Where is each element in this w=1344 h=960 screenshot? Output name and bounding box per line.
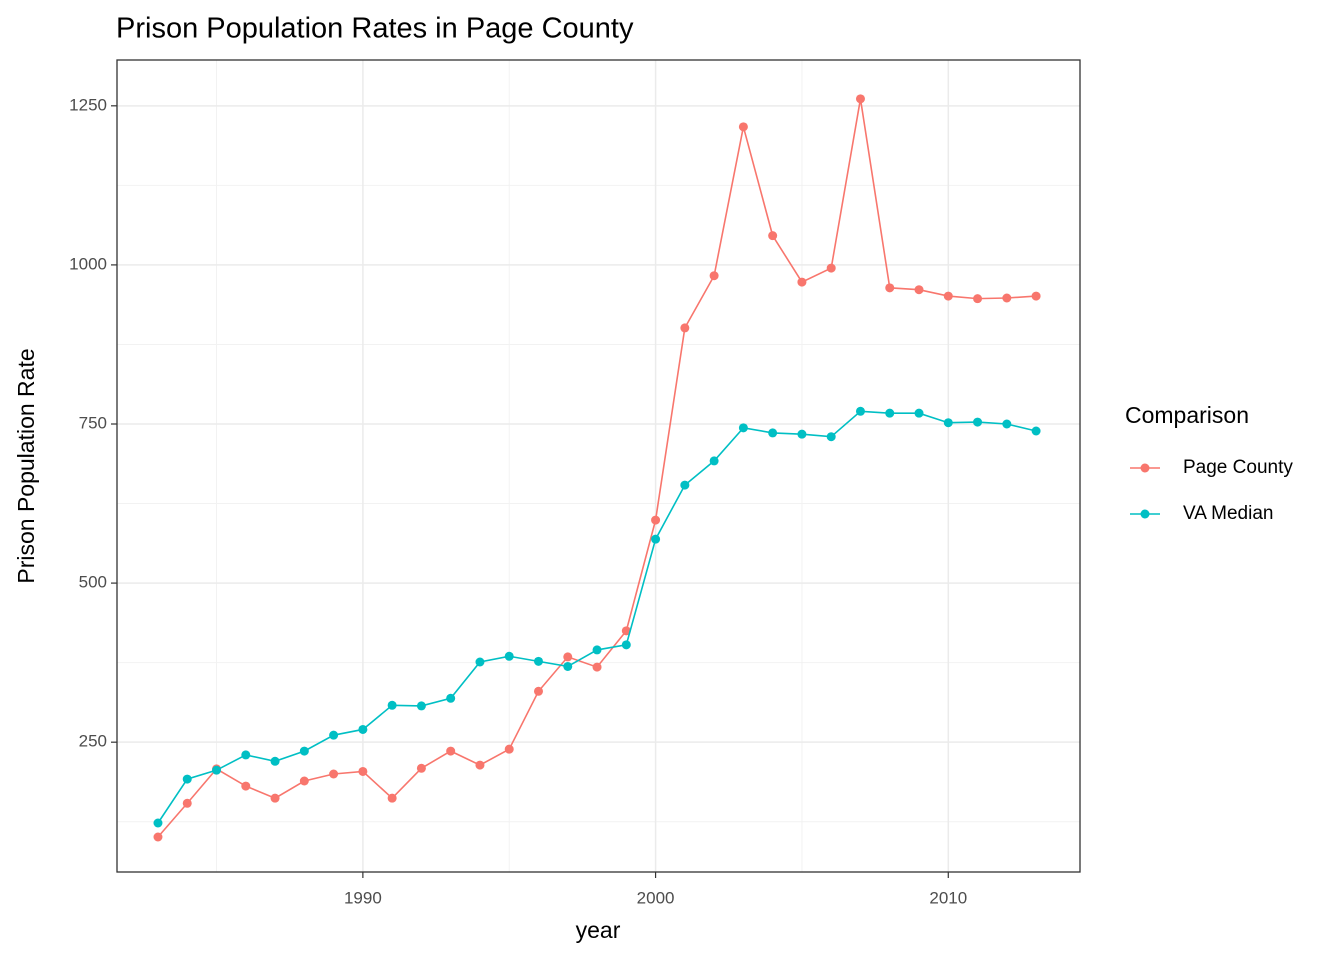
data-point [885, 283, 895, 293]
data-point [241, 781, 251, 791]
data-point [241, 750, 251, 760]
data-point [973, 417, 983, 427]
data-point [680, 323, 690, 333]
data-point [182, 774, 192, 784]
data-point [709, 456, 719, 466]
y-tick-label: 1250 [69, 95, 107, 114]
data-point [299, 776, 309, 786]
data-point [358, 766, 368, 776]
data-point [797, 429, 807, 439]
series-line [157, 98, 1037, 838]
data-point [299, 746, 309, 756]
data-point [592, 645, 602, 655]
data-point [1002, 293, 1012, 303]
data-point [1031, 291, 1041, 301]
data-point [651, 534, 661, 544]
data-point [387, 700, 397, 710]
data-point [504, 744, 514, 754]
y-tick-label: 500 [79, 573, 107, 592]
data-point [416, 763, 426, 773]
data-point [914, 285, 924, 295]
chart-title: Prison Population Rates in Page County [116, 13, 634, 45]
data-point [768, 428, 778, 438]
data-point [592, 662, 602, 672]
x-tick-label: 2010 [929, 888, 967, 907]
data-point [709, 271, 719, 281]
data-point [270, 756, 280, 766]
data-point [533, 656, 543, 666]
x-tick-label: 1990 [344, 888, 382, 907]
x-axis-title: year [576, 917, 621, 943]
data-point [1031, 426, 1041, 436]
data-point [943, 418, 953, 428]
data-point [738, 423, 748, 433]
data-point [1002, 419, 1012, 429]
data-point [153, 818, 163, 828]
data-point [504, 651, 514, 661]
data-point [416, 701, 426, 711]
data-point [943, 291, 953, 301]
data-point [475, 760, 485, 770]
data-point [797, 277, 807, 287]
data-point [182, 798, 192, 808]
data-point [270, 793, 280, 803]
legend-title: Comparison [1125, 402, 1249, 428]
legend-label: Page County [1183, 457, 1293, 478]
data-point [885, 408, 895, 418]
data-point [826, 263, 836, 273]
data-point [358, 724, 368, 734]
y-tick-label: 1000 [69, 254, 107, 273]
y-axis-title: Prison Population Rate [13, 348, 39, 583]
data-point [533, 686, 543, 696]
data-point [973, 294, 983, 304]
y-tick-label: 750 [79, 413, 107, 432]
data-point [329, 730, 339, 740]
data-point [738, 122, 748, 132]
data-point [153, 832, 163, 842]
y-tick-label: 250 [79, 732, 107, 751]
data-point [475, 657, 485, 667]
plot-border [116, 59, 1081, 873]
data-point [387, 793, 397, 803]
data-point [212, 765, 222, 775]
data-point [768, 231, 778, 241]
data-point [621, 640, 631, 650]
data-point [855, 94, 865, 104]
legend-marker [1140, 509, 1150, 519]
data-point [621, 626, 631, 636]
data-point [563, 652, 573, 662]
data-point [446, 693, 456, 703]
series-line [157, 410, 1037, 824]
data-point [446, 746, 456, 756]
data-point [855, 406, 865, 416]
x-tick-label: 2000 [637, 888, 675, 907]
data-point [826, 432, 836, 442]
data-point [651, 515, 661, 525]
data-point [329, 769, 339, 779]
data-point [914, 408, 924, 418]
data-point [563, 661, 573, 671]
legend-marker [1140, 463, 1150, 473]
data-point [680, 480, 690, 490]
legend-label: VA Median [1183, 503, 1273, 524]
